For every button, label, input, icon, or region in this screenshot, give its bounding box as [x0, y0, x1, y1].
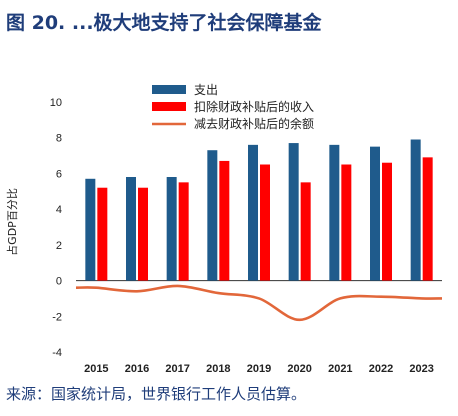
bar-spending — [207, 150, 218, 281]
x-tick-label: 2021 — [328, 363, 352, 375]
x-axis-ticks: 2015 2016 2017 2018 2019 2020 2021 2022 2023 — [84, 363, 434, 375]
bar-revenue — [382, 162, 392, 281]
x-tick-label: 2015 — [84, 363, 108, 375]
legend-label: 支出 — [194, 83, 218, 97]
legend-label: 减去财政补贴后的余额 — [194, 116, 314, 131]
bar-revenue — [178, 182, 189, 281]
figure-source: 来源：国家统计局，世界银行工作人员估算。 — [6, 385, 307, 403]
chart-line — [75, 284, 443, 322]
bar-revenue — [341, 164, 352, 281]
y-tick-label: 6 — [56, 168, 62, 180]
bar-revenue — [97, 187, 108, 281]
legend-label: 扣除财政补贴后的收入 — [194, 99, 314, 114]
y-tick-label: -2 — [52, 311, 62, 323]
figure-title: 图 20. ...极大地支持了社会保障基金 — [6, 12, 322, 34]
legend-swatch-spending — [152, 85, 186, 94]
y-tick-label: 2 — [56, 240, 62, 252]
bar-revenue — [260, 164, 270, 281]
series-line-balance — [75, 284, 443, 322]
bar-spending — [85, 178, 96, 281]
bar-revenue — [422, 157, 433, 281]
x-tick-label: 2016 — [125, 363, 149, 375]
x-tick-label: 2022 — [369, 363, 393, 375]
bar-revenue — [300, 182, 311, 281]
y-tick-label: 0 — [56, 276, 62, 288]
y-tick-label: -4 — [52, 347, 62, 359]
bar-spending — [370, 146, 380, 281]
x-tick-label: 2019 — [247, 363, 271, 375]
bar-spending — [288, 143, 299, 281]
x-tick-label: 2017 — [165, 363, 189, 375]
bar-revenue — [138, 187, 148, 281]
y-tick-label: 8 — [56, 133, 62, 145]
bar-spending — [329, 144, 340, 281]
y-tick-label: 4 — [56, 204, 62, 216]
x-tick-label: 2023 — [409, 363, 433, 375]
x-tick-label: 2020 — [287, 363, 311, 375]
bar-revenue — [219, 160, 230, 281]
bar-spending — [410, 139, 421, 281]
y-tick-label: 10 — [50, 97, 62, 109]
x-tick-label: 2018 — [206, 363, 230, 375]
y-axis-label: 占GDP百分比 — [5, 188, 19, 256]
chart-bars — [85, 139, 433, 281]
bar-spending — [248, 144, 258, 281]
bar-spending — [126, 177, 136, 281]
legend-swatch-revenue — [152, 102, 186, 111]
y-axis-ticks: -4 -2 0 2 4 6 8 10 — [50, 97, 62, 359]
bar-spending — [166, 177, 177, 281]
